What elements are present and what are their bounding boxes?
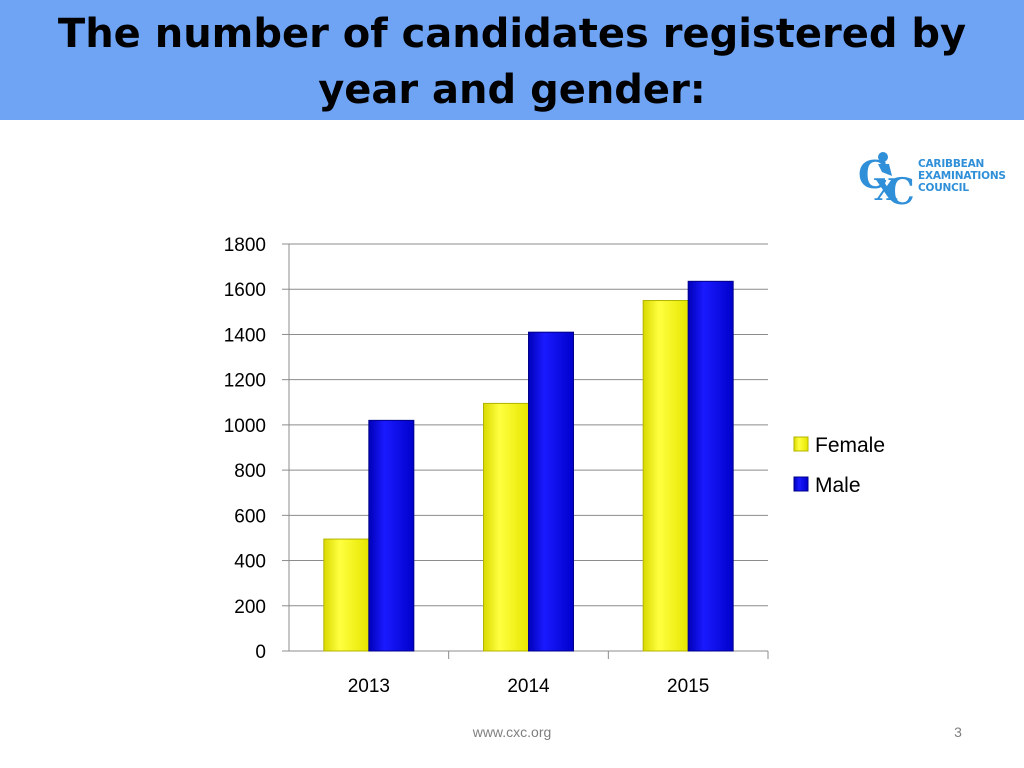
y-tick-label-200: 200 — [234, 597, 266, 618]
footer-url: www.cxc.org — [472, 724, 552, 740]
y-tick-label-1400: 1400 — [224, 325, 266, 346]
bars — [323, 280, 734, 652]
cxc-logo-icon: C X C — [858, 152, 915, 213]
y-tick-label-400: 400 — [234, 552, 266, 573]
y-tick-label-0: 0 — [255, 642, 266, 663]
bar-male-2013 — [368, 419, 415, 652]
bar-male-2015 — [687, 280, 734, 652]
page-number: 3 — [954, 724, 962, 740]
y-tick-label-800: 800 — [234, 461, 266, 482]
legend-swatch-female — [793, 436, 809, 452]
x-tick-label-2014: 2014 — [507, 676, 550, 697]
y-axis-tick-labels: 0 200 400 600 800 1000 1200 1400 1600 1800 — [224, 235, 266, 663]
logo-line-2: EXAMINATIONS — [918, 170, 1006, 182]
bar-female-2014 — [483, 402, 529, 652]
x-tick-label-2013: 2013 — [348, 676, 390, 697]
svg-text:C: C — [886, 171, 915, 208]
legend: Female Male — [793, 434, 885, 497]
cxc-logo: C X C CARIBBEAN EXAMINATIONS COUNCIL — [856, 148, 1006, 213]
logo-line-1: CARIBBEAN — [918, 158, 985, 170]
logo-text: CARIBBEAN EXAMINATIONS COUNCIL — [918, 158, 1006, 194]
svg-text:X: X — [874, 173, 898, 208]
slide-title-line-2: year and gender: — [318, 67, 706, 113]
legend-swatch-male — [793, 476, 809, 492]
y-tick-label-600: 600 — [234, 506, 266, 527]
y-tick-label-1800: 1800 — [224, 235, 266, 256]
bar-male-2014 — [528, 331, 574, 652]
y-tick-label-1000: 1000 — [224, 416, 266, 437]
bar-female-2013 — [323, 538, 370, 652]
x-axis-tick-labels: 2013 2014 2015 — [348, 676, 710, 697]
y-tick-label-1600: 1600 — [224, 280, 266, 301]
bar-female-2015 — [642, 300, 689, 652]
legend-label-female: Female — [815, 434, 885, 457]
slide-title-line-1: The number of candidates registered by — [57, 11, 967, 57]
y-tick-label-1200: 1200 — [224, 371, 266, 392]
title-bar — [0, 0, 1024, 120]
logo-line-3: COUNCIL — [918, 182, 969, 194]
slide-title: The number of candidates registered by y… — [0, 6, 1024, 118]
legend-label-male: Male — [815, 474, 861, 497]
x-tick-label-2015: 2015 — [667, 676, 709, 697]
